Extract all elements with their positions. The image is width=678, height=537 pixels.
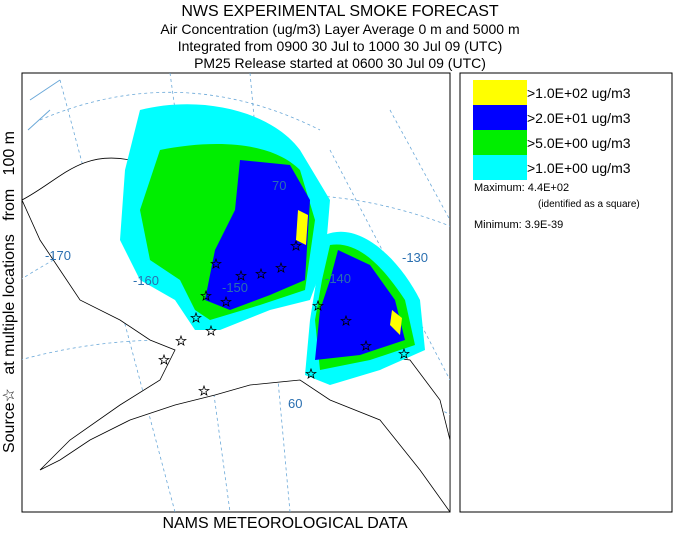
map-label: -140 <box>325 271 351 286</box>
map-label: -150 <box>222 280 248 295</box>
smoke-plume <box>120 104 425 385</box>
legend-label: >1.0E+02 ug/m3 <box>527 85 631 101</box>
map-label: 60 <box>288 396 302 411</box>
legend-swatch <box>473 155 527 180</box>
side-label: Source☆ at multiple locations from 100 m <box>1 131 18 453</box>
map-label: -160 <box>133 273 159 288</box>
legend-swatch <box>473 130 527 155</box>
map-label: -130 <box>402 250 428 265</box>
legend-label: >2.0E+01 ug/m3 <box>527 110 631 126</box>
subtitle: Air Concentration (ug/m3) Layer Average … <box>160 21 519 37</box>
map-label: -170 <box>45 248 71 263</box>
map: -170 -160 -150 -140 -130 70 60 <box>21 72 451 513</box>
legend-swatch <box>473 105 527 130</box>
footer: NAMS METEOROLOGICAL DATA <box>162 515 407 532</box>
minimum: Minimum: 3.9E-39 <box>474 219 563 231</box>
title: NWS EXPERIMENTAL SMOKE FORECAST <box>181 3 499 20</box>
legend: Maximum: 4.4E+02 (identified as a square… <box>459 72 673 513</box>
coastline <box>27 79 61 131</box>
map-label: 70 <box>272 178 286 193</box>
maximum: Maximum: 4.4E+02 <box>474 182 569 194</box>
legend-swatch <box>473 80 527 105</box>
subtitle: Integrated from 0900 30 Jul to 1000 30 J… <box>178 38 503 54</box>
maximum-note: (identified as a square) <box>538 199 640 210</box>
legend-label: >1.0E+00 ug/m3 <box>527 160 631 176</box>
legend-label: >5.0E+00 ug/m3 <box>527 135 631 151</box>
subtitle: PM25 Release started at 0600 30 Jul 09 (… <box>194 55 486 71</box>
